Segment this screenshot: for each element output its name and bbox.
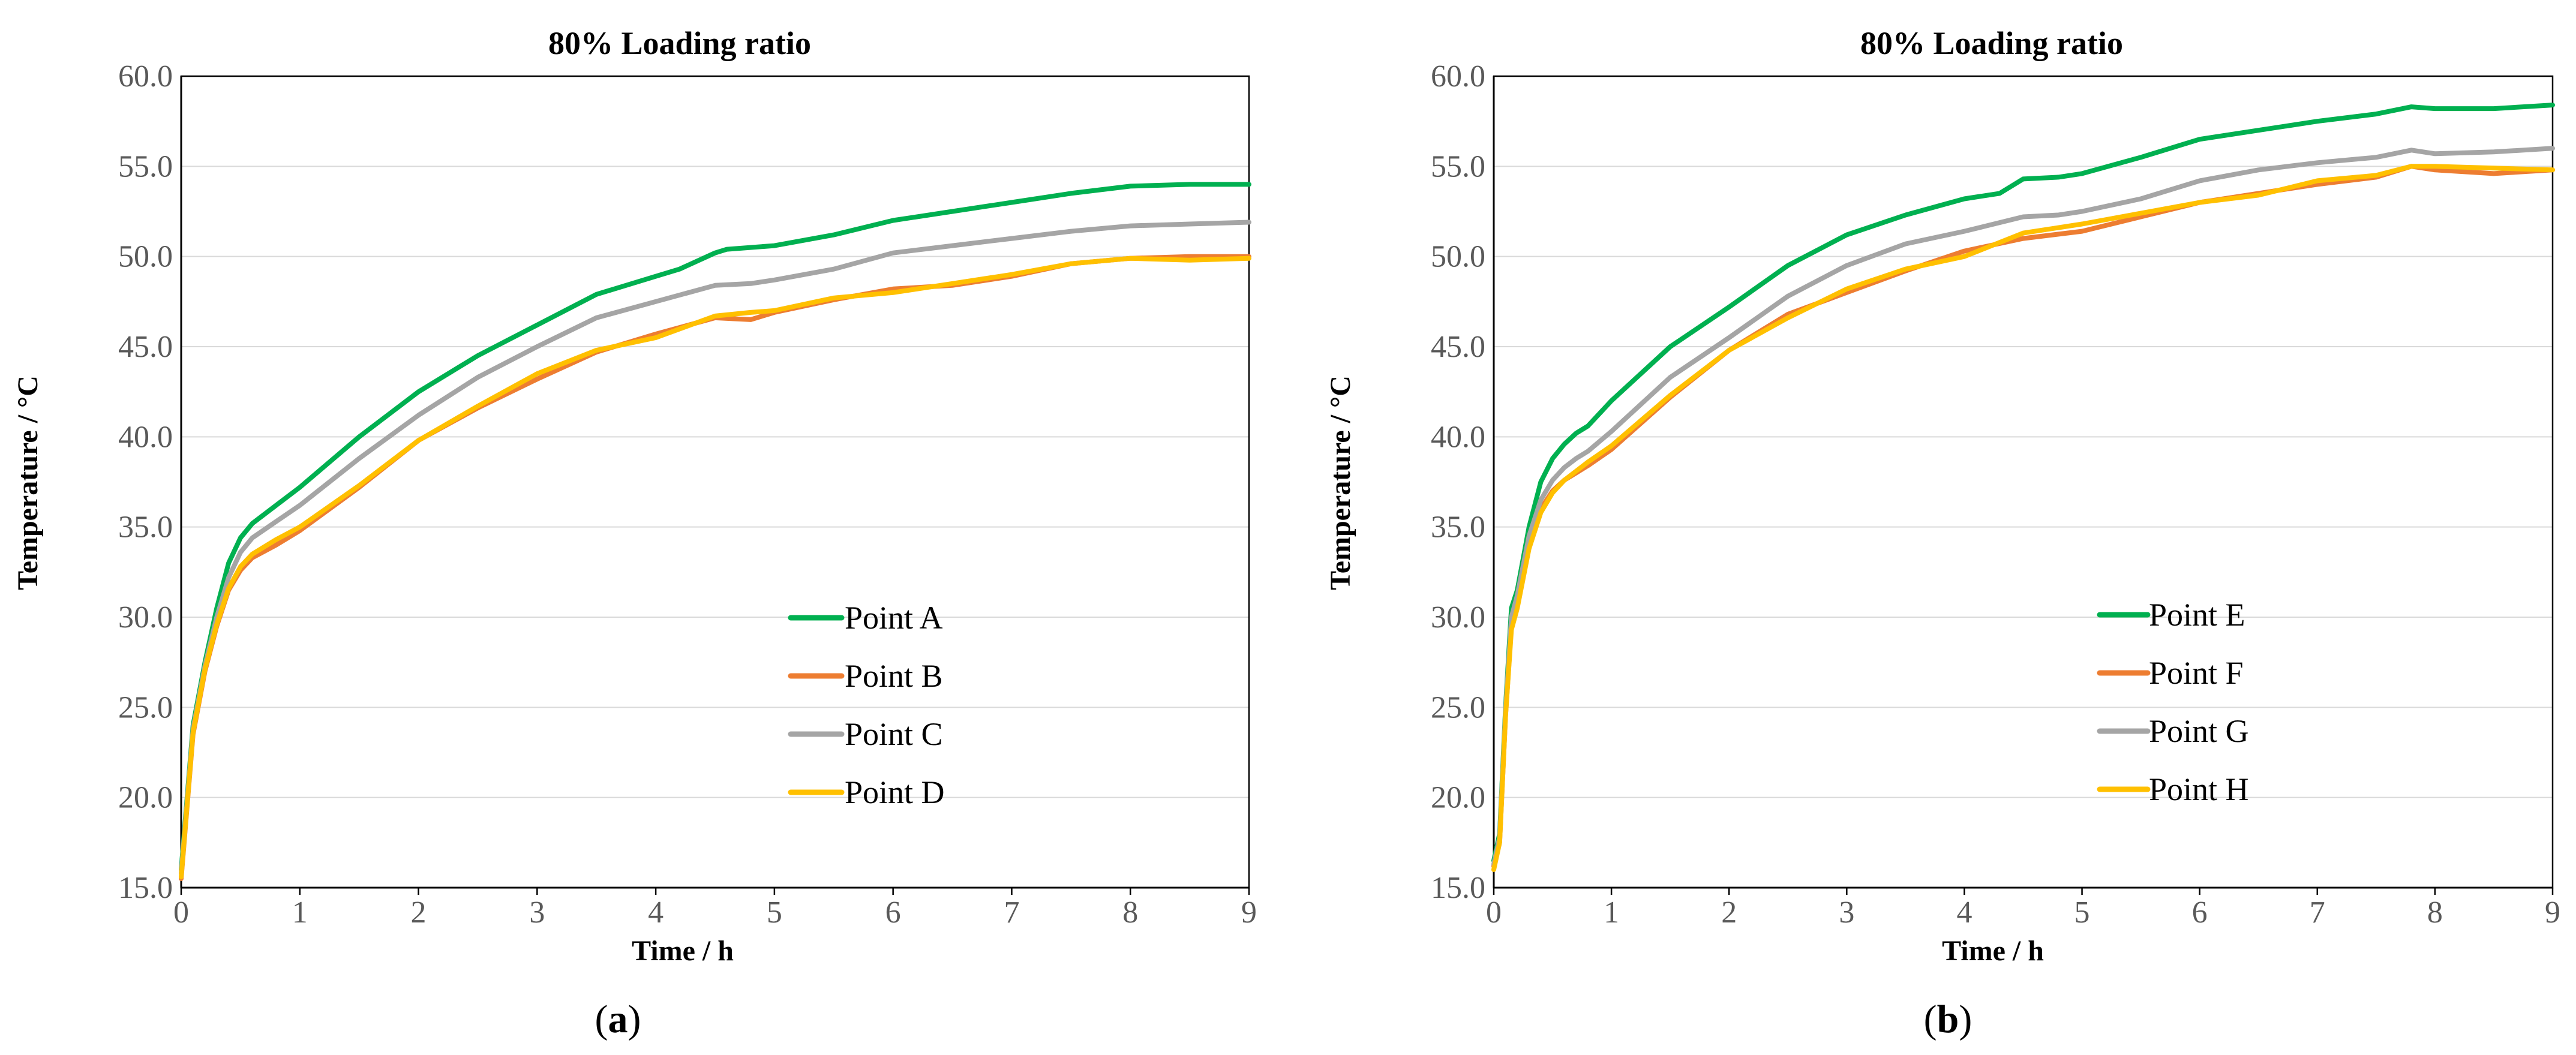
chart-a-x-tick-label: 0 <box>173 895 189 930</box>
chart-b-x-tick-label: 5 <box>2074 895 2090 930</box>
legend-label-point-e: Point E <box>2149 597 2245 633</box>
chart-b-gridlines <box>1494 76 2553 798</box>
chart-b-title: 80% Loading ratio <box>1860 25 2123 61</box>
series-line-point-d <box>179 256 1251 879</box>
chart-b-y-tick-label: 60.0 <box>1431 59 1485 94</box>
legend-label-point-c: Point C <box>845 716 943 752</box>
chart-b-legend: Point E Point F Point G Point H <box>2097 597 2249 807</box>
chart-panel-a: 80% Loading ratio 15.020.025.030.035.040… <box>12 25 1257 1041</box>
chart-b-y-tick-label: 50.0 <box>1431 240 1485 274</box>
chart-b-x-tick-label: 4 <box>1956 895 1972 930</box>
chart-a-y-ticks: 15.0 20.0 25.0 30.0 35.0 40.0 45.0 50.0 55.0 60.0 <box>118 59 173 905</box>
chart-a-x-tick-label: 8 <box>1122 895 1138 930</box>
chart-a-y-tick-label: 45.0 <box>118 330 173 364</box>
chart-b-y-tick-label: 15.0 <box>1431 871 1485 905</box>
chart-b-y-label: Temperature / °C <box>1325 375 1356 590</box>
series-line-point-g <box>1491 146 2555 867</box>
chart-b-y-tick-label: 25.0 <box>1431 690 1485 725</box>
chart-a-y-tick-label: 55.0 <box>118 149 173 184</box>
chart-b-x-ticks: 0 1 2 3 4 5 6 7 8 9 <box>1486 888 2560 930</box>
chart-a-x-ticks: 0 1 2 3 4 5 6 7 8 9 <box>173 888 1257 930</box>
series-line-point-e <box>1491 103 2555 863</box>
chart-a-x-tick-label: 4 <box>648 895 663 930</box>
series-line-point-h <box>1491 164 2555 872</box>
chart-a-x-tick-label: 3 <box>529 895 545 930</box>
chart-a-x-label: Time / h <box>632 935 734 967</box>
chart-b-plot-area <box>1493 75 2554 889</box>
chart-a-x-tick-label: 1 <box>292 895 308 930</box>
chart-a-x-tick-label: 7 <box>1004 895 1019 930</box>
chart-b-y-tick-label: 45.0 <box>1431 330 1485 364</box>
chart-b-series <box>1491 103 2555 872</box>
chart-a-x-tick-label: 2 <box>411 895 427 930</box>
chart-a-y-tick-label: 50.0 <box>118 240 173 274</box>
chart-b-y-tick-label: 35.0 <box>1431 510 1485 545</box>
chart-a-x-tick-label: 9 <box>1241 895 1257 930</box>
chart-b-x-tick-label: 7 <box>2310 895 2325 930</box>
chart-a-y-tick-label: 35.0 <box>118 510 173 545</box>
chart-b-x-tick-label: 8 <box>2427 895 2443 930</box>
chart-a-y-tick-label: 60.0 <box>118 59 173 94</box>
series-line-point-a <box>179 182 1251 872</box>
legend-label-point-g: Point G <box>2149 713 2249 749</box>
chart-b-y-tick-label: 55.0 <box>1431 149 1485 184</box>
series-line-point-b <box>179 254 1251 881</box>
chart-a-y-tick-label: 20.0 <box>118 781 173 815</box>
chart-panel-b: 80% Loading ratio 15.020.025.030.035.040… <box>1325 25 2560 1041</box>
series-line-point-c <box>179 220 1251 876</box>
chart-b-y-tick-label: 20.0 <box>1431 781 1485 815</box>
chart-a-y-tick-label: 25.0 <box>118 690 173 725</box>
chart-b-x-tick-label: 2 <box>1721 895 1737 930</box>
chart-a-legend: Point A Point B Point C Point D <box>788 600 945 810</box>
chart-a-plot-area <box>180 75 1250 889</box>
chart-b-x-tick-label: 0 <box>1486 895 1502 930</box>
chart-b-x-tick-label: 9 <box>2545 895 2560 930</box>
chart-a-x-tick-label: 6 <box>885 895 901 930</box>
chart-b-x-tick-label: 6 <box>2192 895 2208 930</box>
chart-a-y-tick-label: 15.0 <box>118 871 173 905</box>
legend-label-point-b: Point B <box>845 658 943 694</box>
series-line-point-f <box>1491 164 2555 868</box>
chart-b-caption-letter: b <box>1937 997 1959 1041</box>
chart-a-gridlines <box>181 76 1249 798</box>
chart-a-caption-letter: a <box>608 997 628 1041</box>
chart-a-y-label: Temperature / °C <box>12 375 44 590</box>
chart-b-y-tick-label: 30.0 <box>1431 600 1485 635</box>
legend-label-point-h: Point H <box>2149 771 2249 807</box>
chart-b-x-label: Time / h <box>1942 935 2044 967</box>
chart-b-y-ticks: 15.0 20.0 25.0 30.0 35.0 40.0 45.0 50.0 55.0 60.0 <box>1431 59 1485 905</box>
chart-b-x-tick-label: 3 <box>1839 895 1854 930</box>
legend-label-point-d: Point D <box>845 774 945 810</box>
chart-b-y-tick-label: 40.0 <box>1431 420 1485 454</box>
chart-a-caption: (a) <box>595 997 641 1041</box>
chart-a-title: 80% Loading ratio <box>548 25 811 61</box>
chart-a-y-tick-label: 40.0 <box>118 420 173 454</box>
chart-a-y-tick-label: 30.0 <box>118 600 173 635</box>
legend-label-point-f: Point F <box>2149 655 2244 691</box>
chart-b-caption: (b) <box>1924 997 1972 1041</box>
chart-a-series <box>179 182 1251 881</box>
legend-label-point-a: Point A <box>845 600 943 636</box>
chart-b-x-tick-label: 1 <box>1604 895 1619 930</box>
chart-a-x-tick-label: 5 <box>767 895 782 930</box>
